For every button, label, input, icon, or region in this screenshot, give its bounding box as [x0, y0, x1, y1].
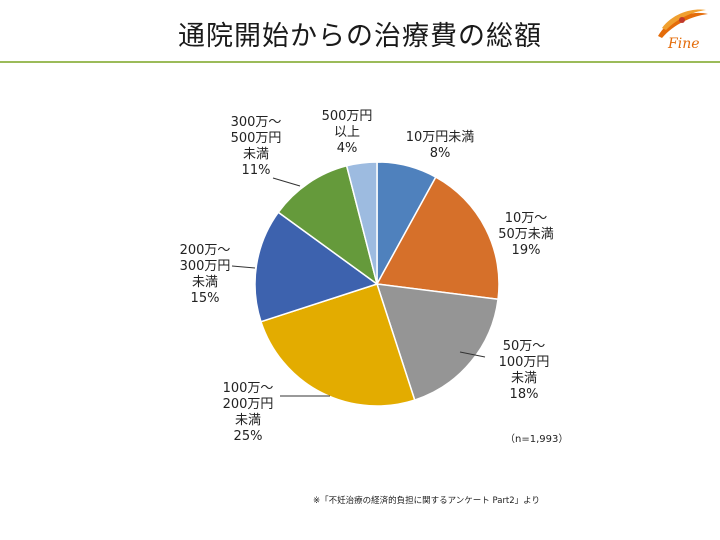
pie-slice — [345, 161, 378, 285]
slice-label-line: 4% — [337, 141, 358, 156]
slice-label-line: 200万円 — [223, 397, 274, 412]
slice-label: 300万～ 500万円未満 11% — [231, 115, 282, 178]
slice-label: 200万～ 300万円未満 15% — [180, 243, 231, 306]
pie-slice — [375, 283, 499, 401]
slice-label-line: 11% — [242, 163, 271, 178]
slice-label: 10万～ 50万未満 19% — [498, 211, 554, 258]
slice-label-line: 300万～ — [231, 115, 282, 130]
fine-logo-icon — [658, 9, 708, 38]
slice-label: 10万円未満 8% — [406, 130, 475, 161]
slice-label-line: 10万円未満 — [406, 130, 475, 145]
slice-label-line: 以上 — [334, 125, 360, 140]
slice-label-line: 未満 — [192, 275, 218, 290]
slice-label-line: 500万円 — [231, 131, 282, 146]
sample-size-note: （n=1,993） — [505, 434, 569, 445]
pie-slice — [375, 176, 500, 301]
slice-label-line: 50万未満 — [498, 227, 554, 242]
title-divider — [0, 61, 720, 63]
slice-label-line: 100万～ — [223, 381, 274, 396]
slice-label-line: 8% — [430, 146, 451, 161]
slice-label-line: 未満 — [243, 147, 269, 162]
slice-label: 100万～ 200万円未満 25% — [223, 381, 274, 444]
pie-slice — [277, 164, 379, 286]
leader-line — [272, 177, 301, 187]
slice-label-line: 100万円 — [499, 355, 550, 370]
slice-label-line: 500万円 — [322, 109, 373, 124]
leader-line — [459, 351, 486, 358]
slice-label-line: 18% — [510, 387, 539, 402]
pie-slice — [260, 283, 416, 407]
leader-line — [231, 265, 256, 269]
slice-label-line: 300万円 — [180, 259, 231, 274]
slice-label-line: 10万～ — [505, 211, 548, 226]
slice-label-line: 200万～ — [180, 243, 231, 258]
logo-text: Fine — [668, 36, 700, 52]
slice-label-line: 25% — [234, 429, 263, 444]
slice-label: 50万～ 100万円未満 18% — [499, 339, 550, 402]
page-title: 通院開始からの治療費の総額 — [178, 21, 542, 52]
slice-label: 500万円以上 4% — [322, 109, 373, 156]
slice-label-line: 未満 — [235, 413, 261, 428]
source-note: ※「不妊治療の経済的負担に関するアンケート Part2」より — [313, 496, 541, 506]
slice-label-line: 19% — [512, 243, 541, 258]
slice-label-line: 15% — [191, 291, 220, 306]
slice-label-line: 未満 — [511, 371, 537, 386]
pie-slice — [254, 211, 379, 323]
slice-label-line: 50万～ — [503, 339, 546, 354]
